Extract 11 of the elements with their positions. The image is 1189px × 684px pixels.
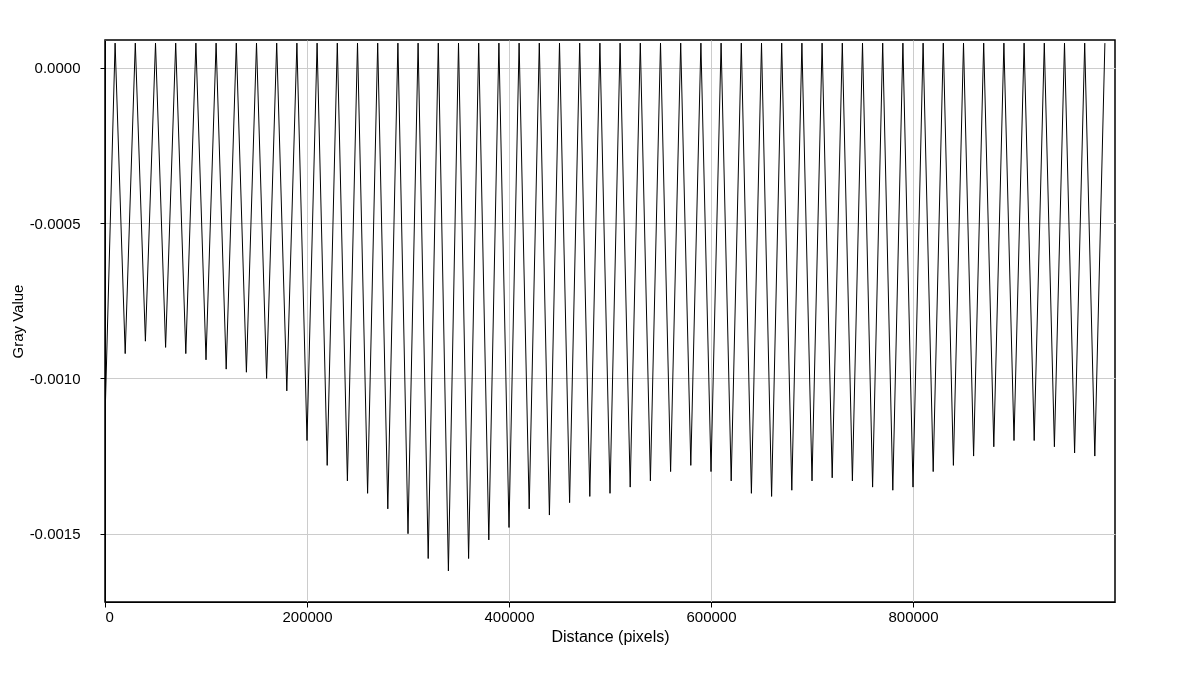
y-tick-label: 0.0000 bbox=[34, 59, 81, 77]
y-tick-label: -0.0005 bbox=[29, 214, 81, 232]
y-tick-label: -0.0010 bbox=[29, 369, 81, 387]
x-tick-label: 200000 bbox=[282, 607, 333, 625]
y-axis-title: Gray Value bbox=[8, 284, 26, 359]
x-tick-label: 400000 bbox=[484, 607, 535, 625]
x-tick-label: 600000 bbox=[686, 607, 737, 625]
x-tick-label: 800000 bbox=[888, 607, 939, 625]
y-tick-label: -0.0015 bbox=[29, 525, 81, 543]
x-tick-label: 0 bbox=[105, 607, 114, 625]
x-axis-title: Distance (pixels) bbox=[551, 627, 670, 645]
